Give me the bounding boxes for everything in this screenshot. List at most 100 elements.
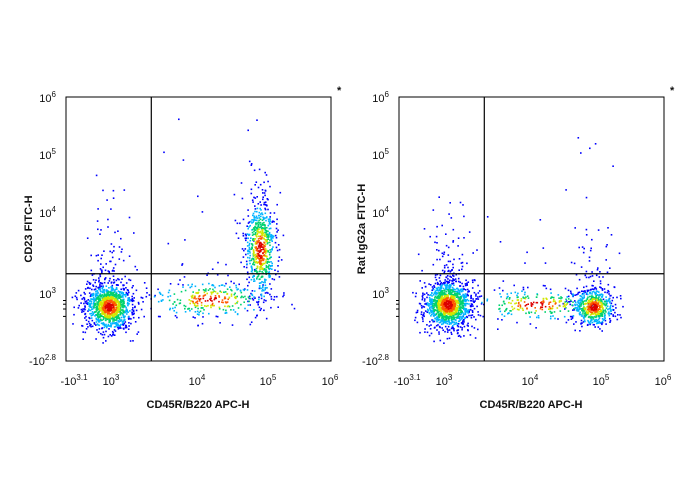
event-dot [111, 304, 113, 306]
event-dot [597, 267, 599, 269]
event-dot [587, 289, 590, 292]
x-tick-label: 103 [103, 373, 120, 388]
event-dot [257, 225, 260, 227]
event-dot [604, 319, 607, 322]
event-dot [222, 301, 224, 304]
event-dot [127, 299, 130, 301]
event-dot [542, 247, 545, 249]
event-dot [575, 321, 577, 323]
event-dot [213, 304, 215, 307]
event-dot [435, 316, 438, 319]
event-dot [517, 305, 519, 307]
event-dot [106, 199, 108, 201]
event-dot [601, 304, 604, 306]
event-dot [256, 314, 258, 317]
event-dot [184, 289, 187, 292]
event-dot [608, 290, 610, 293]
event-dot [434, 274, 437, 276]
event-dot [440, 314, 443, 317]
event-dot [506, 293, 509, 295]
event-dot [254, 205, 256, 207]
event-dot [99, 287, 101, 289]
event-dot [578, 307, 580, 310]
event-dot [221, 301, 223, 303]
event-dot [120, 292, 123, 295]
event-dot [246, 245, 249, 247]
event-dot [594, 320, 597, 323]
event-dot [595, 322, 598, 325]
event-dot [273, 278, 276, 281]
event-dot [124, 311, 127, 314]
event-dot [265, 264, 268, 267]
event-dot [117, 304, 120, 306]
event-dot [585, 270, 588, 273]
event-dot [252, 257, 254, 260]
event-dot [435, 294, 437, 296]
event-dot [459, 297, 461, 299]
event-dot [458, 320, 461, 322]
event-dot [101, 315, 103, 318]
event-dot [452, 304, 454, 306]
event-dot [254, 225, 256, 228]
event-dot [461, 318, 463, 320]
event-dot [120, 309, 123, 311]
event-dot [122, 296, 124, 298]
event-dot [530, 311, 533, 314]
event-dot [447, 329, 449, 332]
event-dot [101, 310, 104, 313]
event-dot [190, 285, 193, 288]
event-dot [591, 271, 593, 273]
event-dot [256, 207, 259, 210]
event-dot [121, 303, 123, 306]
event-dot [250, 270, 253, 273]
event-dot [270, 251, 272, 253]
event-dot [564, 306, 566, 308]
event-dot [591, 288, 594, 290]
event-dot [607, 227, 609, 229]
event-dot [446, 309, 448, 312]
event-dot [456, 293, 459, 295]
event-dot [453, 321, 456, 324]
event-dot [601, 330, 603, 332]
event-dot [449, 297, 452, 299]
event-dot [123, 302, 125, 305]
event-dot [262, 285, 264, 288]
event-dot [557, 318, 559, 320]
event-dot [580, 152, 582, 154]
event-dot [256, 301, 258, 303]
event-dot [580, 295, 582, 298]
event-dot [94, 303, 96, 306]
event-dot [602, 319, 605, 321]
event-dot [437, 324, 439, 326]
event-dot [435, 300, 437, 302]
event-dot [210, 299, 212, 302]
event-dot [249, 239, 252, 242]
event-dot [105, 302, 108, 304]
event-dot [566, 301, 569, 304]
event-dot [91, 293, 94, 296]
event-dot [102, 189, 104, 192]
event-dot [587, 303, 590, 305]
event-dot [460, 313, 462, 316]
event-dot [585, 196, 588, 199]
event-dot [468, 311, 470, 314]
event-dot [436, 305, 438, 308]
event-dot [201, 307, 203, 309]
event-dot [577, 137, 580, 139]
event-dot [477, 292, 480, 294]
event-dot [524, 297, 527, 300]
event-dot [194, 311, 197, 313]
event-dot [499, 310, 502, 313]
event-dot [440, 294, 442, 296]
event-dot [428, 312, 431, 315]
event-dot [101, 307, 104, 309]
event-dot [431, 313, 433, 316]
event-dot [582, 301, 584, 303]
event-dot [588, 307, 591, 309]
event-dot [110, 299, 113, 302]
event-dot [456, 323, 458, 325]
event-dot [617, 314, 619, 316]
event-dot [123, 304, 125, 307]
event-dot [276, 223, 278, 225]
event-dot [248, 248, 251, 250]
